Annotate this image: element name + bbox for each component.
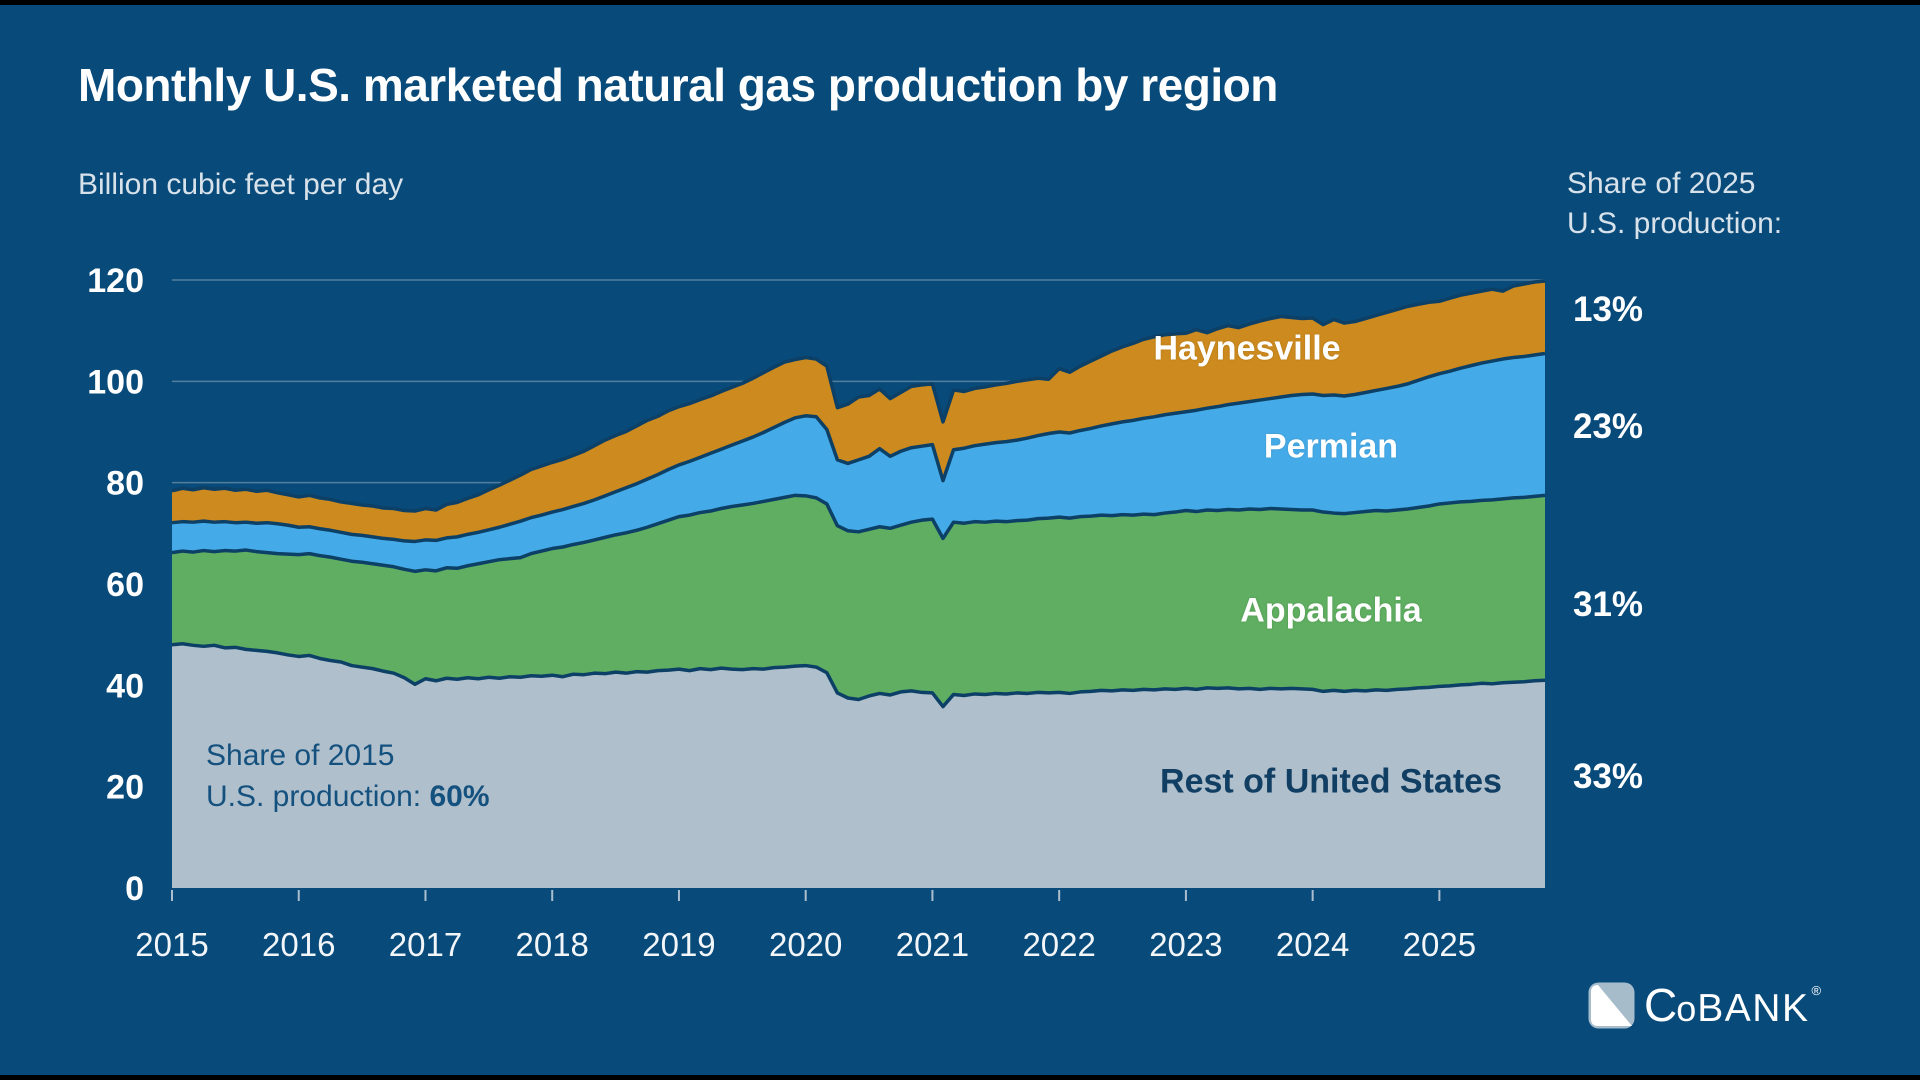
y-axis-units-label: Billion cubic feet per day xyxy=(78,168,404,201)
area-haynesville xyxy=(172,281,1545,542)
boundary-appalachia xyxy=(171,493,1546,574)
x-tick-label-2017: 2017 xyxy=(389,926,462,963)
x-tick-label-2018: 2018 xyxy=(516,926,589,963)
x-tick-label-2020: 2020 xyxy=(769,926,842,963)
share-value-permian: 23% xyxy=(1573,407,1644,446)
cobank-logo-icon xyxy=(1588,982,1635,1028)
share-2025-heading-line2: U.S. production: xyxy=(1567,207,1783,240)
share-value-rest-of-us: 33% xyxy=(1573,757,1644,796)
x-tick-label-2019: 2019 xyxy=(642,926,715,963)
boundary-permian xyxy=(171,351,1546,544)
share-value-appalachia: 31% xyxy=(1573,585,1644,624)
share-2015-annotation: Share of 2015 U.S. production: 60% xyxy=(206,735,490,817)
boundary-rest-of-united-states xyxy=(171,642,1546,709)
boundary-haynesville xyxy=(171,279,1546,513)
share-2015-line2: U.S. production: 60% xyxy=(206,780,490,813)
area-label-appalachia: Appalachia xyxy=(1240,591,1422,630)
share-2015-value: 60% xyxy=(429,780,490,813)
share-2015-line1: Share of 2015 xyxy=(206,739,395,772)
share-2025-heading: Share of 2025 U.S. production: xyxy=(1567,164,1782,244)
share-value-haynesville: 13% xyxy=(1573,290,1644,329)
y-tick-label-100: 100 xyxy=(87,363,144,401)
y-tick-label-0: 0 xyxy=(125,870,144,908)
registered-trademark: ® xyxy=(1811,983,1822,998)
x-tick-label-2022: 2022 xyxy=(1022,926,1095,963)
area-appalachia xyxy=(172,495,1545,707)
y-tick-label-120: 120 xyxy=(87,262,144,300)
y-tick-label-60: 60 xyxy=(106,566,144,604)
area-label-haynesville: Haynesville xyxy=(1153,329,1341,368)
area-rest-of-united-states xyxy=(172,643,1545,888)
y-tick-label-80: 80 xyxy=(106,465,144,503)
area-permian xyxy=(172,353,1545,572)
page-title: Monthly U.S. marketed natural gas produc… xyxy=(78,59,1278,111)
x-tick-label-2021: 2021 xyxy=(896,926,969,963)
bottom-frame-bar xyxy=(0,1075,1920,1080)
x-tick-label-2023: 2023 xyxy=(1149,926,1222,963)
x-tick-label-2015: 2015 xyxy=(135,926,208,963)
share-2025-heading-line1: Share of 2025 xyxy=(1567,167,1756,200)
x-tick-label-2016: 2016 xyxy=(262,926,335,963)
y-tick-label-20: 20 xyxy=(106,769,144,807)
y-tick-label-40: 40 xyxy=(106,667,144,705)
area-label-permian: Permian xyxy=(1263,427,1399,466)
area-label-rest-of-us: Rest of United States xyxy=(1160,762,1502,801)
x-tick-label-2025: 2025 xyxy=(1403,926,1476,963)
x-tick-label-2024: 2024 xyxy=(1276,926,1349,963)
top-frame-bar xyxy=(0,0,1920,5)
